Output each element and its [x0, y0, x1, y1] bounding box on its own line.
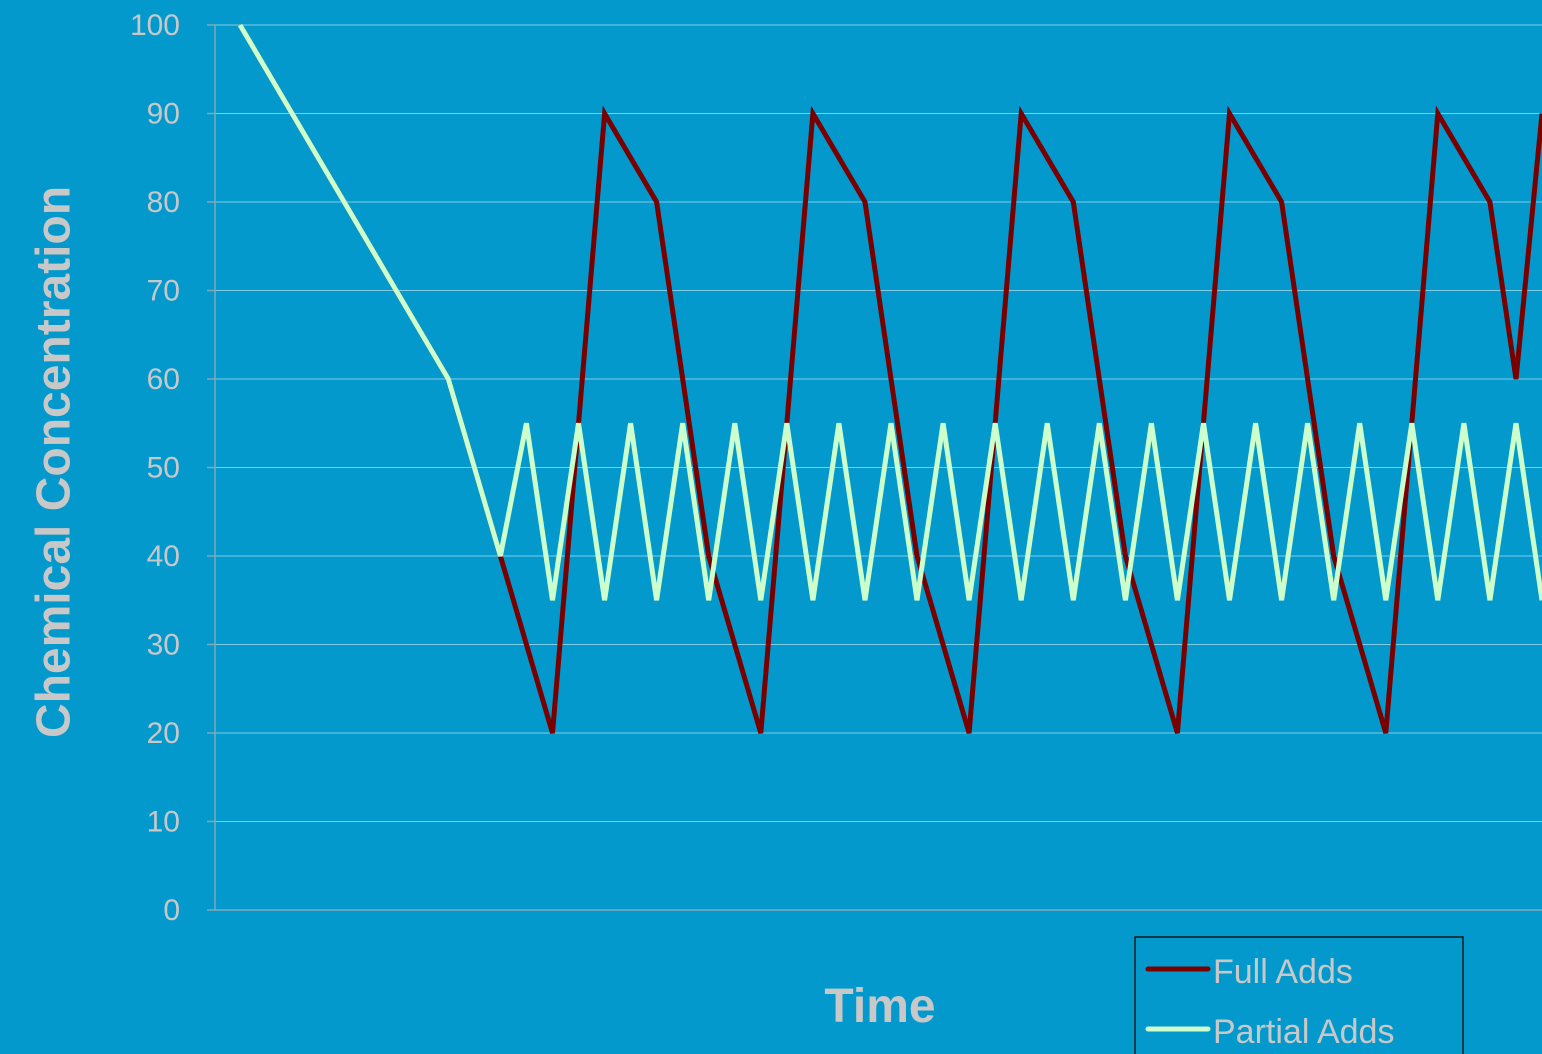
y-tick-label: 10 — [147, 806, 180, 839]
series-line-partial-adds — [237, 23, 1542, 601]
y-tick-label: 60 — [147, 363, 180, 396]
gridlines — [215, 24, 1542, 822]
legend: Full Adds Partial Adds — [1134, 936, 1464, 1054]
y-tick-label: 0 — [163, 894, 180, 927]
legend-box — [1134, 936, 1464, 1054]
y-tick-label: 80 — [147, 186, 180, 219]
x-axis-title: Time — [824, 980, 935, 1033]
y-tick-label: 30 — [147, 629, 180, 662]
y-tick-label: 90 — [147, 98, 180, 131]
y-tick-label: 20 — [147, 717, 180, 750]
y-tick-label: 70 — [147, 275, 180, 308]
y-tick-labels: 0 10 20 30 40 50 60 70 80 90 100 — [130, 9, 215, 927]
series-lines — [237, 23, 1542, 734]
y-axis-title: Chemical Concentration — [28, 186, 81, 738]
y-tick-label: 40 — [147, 540, 180, 573]
legend-label-full-adds: Full Adds — [1213, 953, 1353, 991]
legend-label-partial-adds: Partial Adds — [1213, 1013, 1394, 1051]
y-tick-label: 50 — [147, 452, 180, 485]
y-tick-label: 100 — [130, 9, 180, 42]
